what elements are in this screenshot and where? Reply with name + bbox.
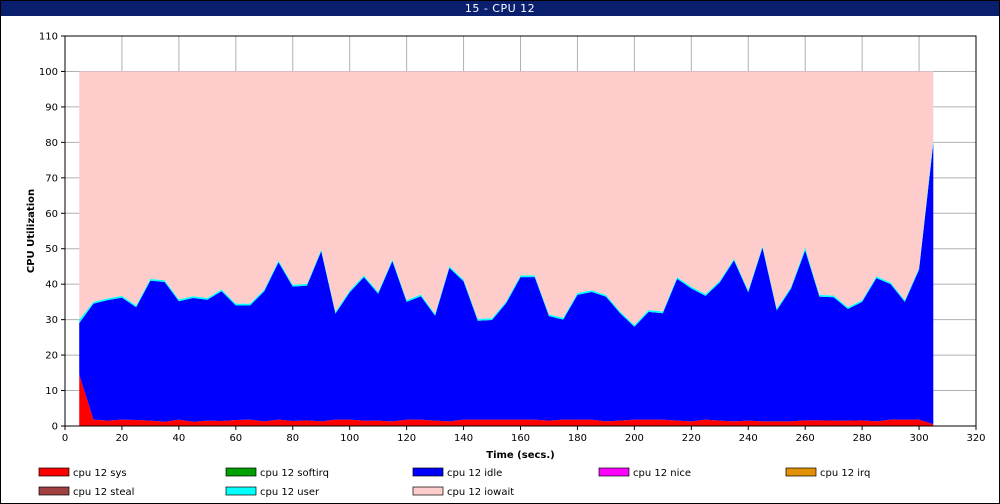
legend-label: cpu 12 steal [73,487,134,498]
legend-swatch [38,486,70,496]
x-tick-label: 120 [397,433,416,444]
x-axis-ticks: 0 20 40 60 80 100 120 140 160 180 200 220 240 260 280 3… [62,426,986,444]
legend-item: cpu 12 softirq [225,467,329,479]
legend-item: cpu 12 irq [785,467,870,479]
y-axis-label: CPU Utilization [26,189,37,273]
legend-label: cpu 12 sys [73,468,127,479]
x-tick-label: 0 [62,433,68,444]
y-tick-label: 60 [45,209,58,220]
area-cpu-12-user [79,139,934,327]
legend-swatch [412,467,444,477]
legend-item: cpu 12 nice [598,467,691,479]
legend: cpu 12 sys cpu 12 softirq cpu 12 idle cpu 1… [38,467,870,498]
x-tick-label: 300 [910,433,929,444]
x-tick-label: 180 [568,433,587,444]
x-tick-label: 40 [173,433,186,444]
legend-label: cpu 12 iowait [447,487,514,498]
legend-swatch [225,467,257,477]
x-tick-label: 140 [454,433,473,444]
y-tick-label: 10 [45,386,58,397]
x-tick-label: 20 [116,433,129,444]
y-tick-label: 40 [45,280,58,291]
legend-swatch [598,467,630,477]
x-tick-label: 260 [796,433,815,444]
legend-swatch [412,486,444,496]
area-cpu-12-idle [79,143,934,425]
x-tick-label: 80 [286,433,299,444]
window-title: 15 - CPU 12 [1,1,999,16]
legend-item: cpu 12 user [225,486,320,498]
x-tick-label: 280 [853,433,872,444]
legend-swatch [38,467,70,477]
y-tick-label: 110 [39,32,58,43]
y-axis-ticks: 0 10 20 30 40 50 60 70 80 90 100 110 [39,32,65,433]
legend-item: cpu 12 steal [38,486,134,498]
area-cpu-12-iowait [79,71,934,325]
x-tick-label: 320 [966,433,985,444]
y-tick-label: 70 [45,173,58,184]
x-tick-label: 240 [739,433,758,444]
y-tick-label: 0 [52,422,58,433]
legend-item: cpu 12 iowait [412,486,514,498]
x-tick-label: 100 [340,433,359,444]
x-axis-label: Time (secs.) [486,450,555,461]
legend-swatch [225,486,257,496]
legend-item: cpu 12 sys [38,467,127,479]
y-tick-label: 90 [45,102,58,113]
x-tick-label: 60 [229,433,242,444]
legend-label: cpu 12 user [260,487,320,498]
y-tick-label: 80 [45,138,58,149]
y-tick-label: 30 [45,315,58,326]
legend-label: cpu 12 softirq [260,468,329,479]
legend-item: cpu 12 idle [412,467,502,479]
legend-label: cpu 12 idle [447,468,502,479]
y-tick-label: 100 [39,67,58,78]
legend-label: cpu 12 nice [633,468,691,479]
legend-swatch [785,467,817,477]
y-tick-label: 20 [45,351,58,362]
legend-label: cpu 12 irq [820,468,870,479]
x-tick-label: 220 [682,433,701,444]
series-areas [79,71,934,426]
area-cpu-12-sys [79,374,934,426]
x-tick-label: 200 [625,433,644,444]
x-tick-label: 160 [511,433,530,444]
y-tick-label: 50 [45,244,58,255]
